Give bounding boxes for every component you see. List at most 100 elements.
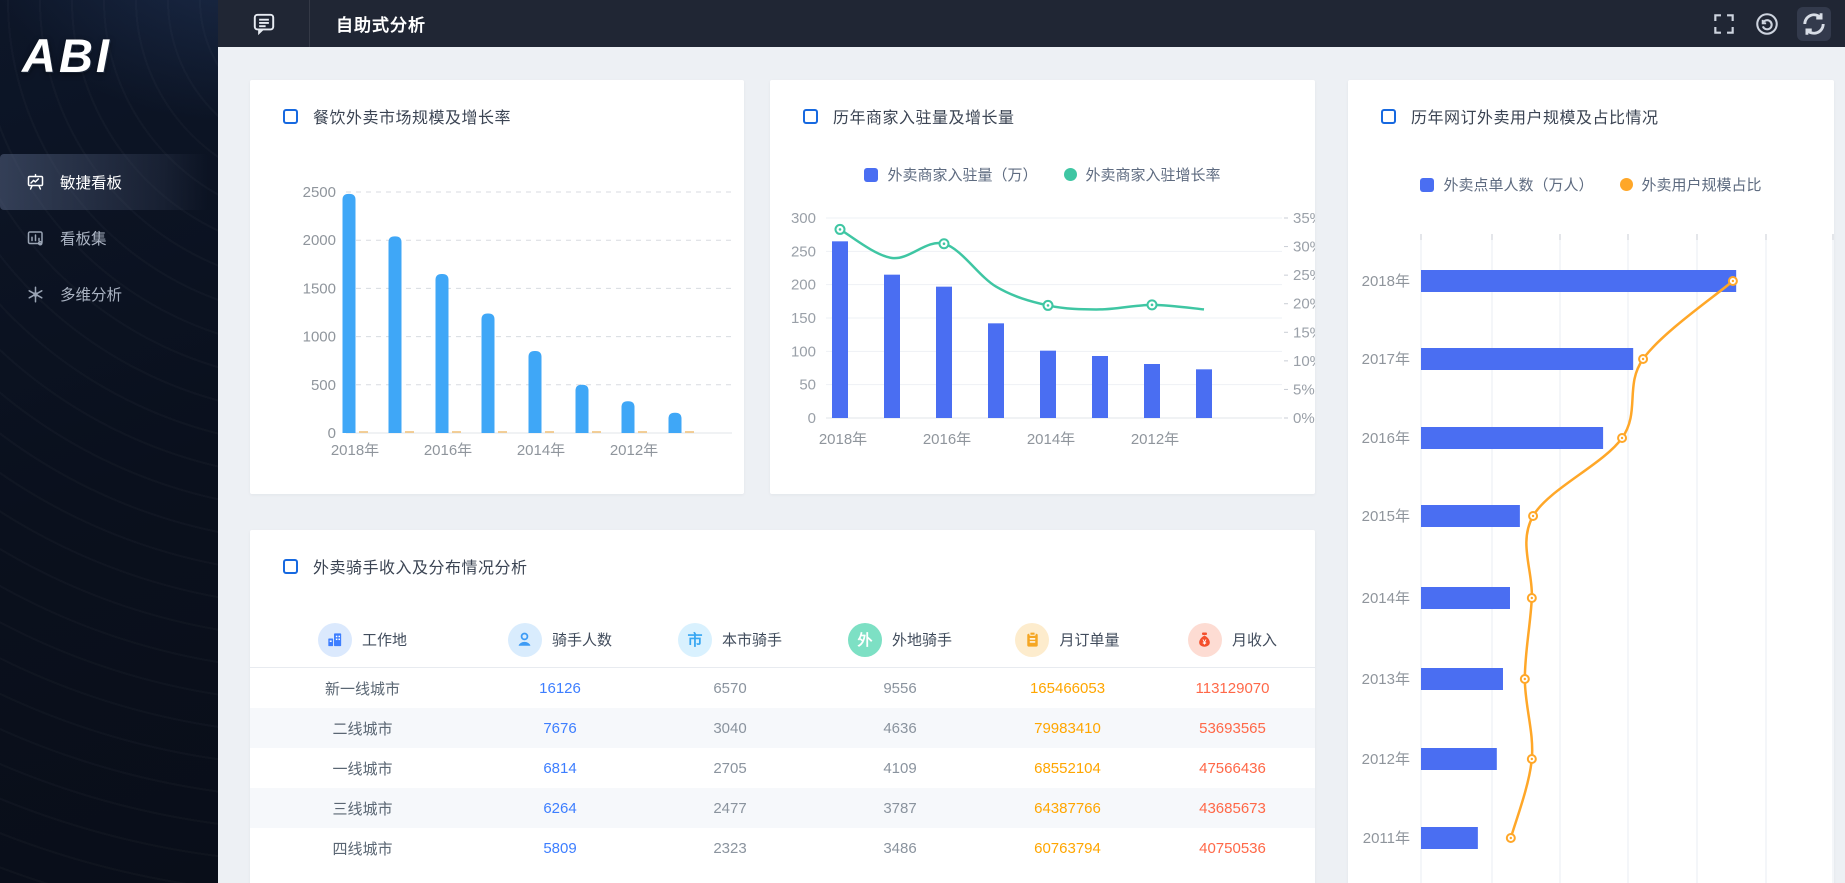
- bar[interactable]: [1144, 364, 1160, 418]
- card-title-row: 餐饮外卖市场规模及增长率: [250, 80, 744, 128]
- bar[interactable]: [1040, 350, 1056, 418]
- axis-label: 2014年: [517, 442, 565, 459]
- chart-checkbox[interactable]: [1381, 108, 1396, 124]
- axis-label: 2016年: [424, 442, 472, 459]
- sidebar-item-agile-board[interactable]: 敏捷看板: [0, 154, 208, 210]
- axis-label: 2016年: [1362, 430, 1410, 447]
- axis-label: 2014年: [1362, 590, 1410, 607]
- line-marker-dot: [1509, 836, 1513, 840]
- legend-item[interactable]: 外卖点单人数（万人）: [1420, 174, 1594, 195]
- axis-label: 2500: [303, 184, 336, 201]
- rider-person-icon: [507, 622, 542, 657]
- axis-label: 2018年: [1362, 273, 1410, 290]
- bar[interactable]: [1196, 369, 1212, 418]
- axis-label: 10%: [1293, 353, 1315, 370]
- axis-label: 2012年: [1362, 751, 1410, 768]
- board-note-icon[interactable]: [251, 11, 277, 37]
- bar[interactable]: [1421, 668, 1503, 690]
- cell-工作地: 新一线城市: [324, 680, 400, 698]
- bar[interactable]: [884, 274, 900, 418]
- bar[interactable]: [1092, 356, 1108, 418]
- axis-label: 2015年: [1362, 508, 1410, 525]
- bar[interactable]: [1421, 748, 1497, 770]
- bar[interactable]: [1421, 270, 1737, 292]
- tiny-secondary-series-mark: [359, 431, 368, 433]
- axis-label: 2018年: [819, 431, 867, 448]
- bar[interactable]: [435, 273, 449, 433]
- axis-label: 100: [791, 343, 816, 360]
- legend-label: 外卖点单人数（万人）: [1443, 177, 1594, 194]
- refresh-icon[interactable]: [1797, 6, 1831, 41]
- user-scale-hbar-chart[interactable]: 2018年 2017年 2016年 2015年 2014年 2013年 2012年 2011年: [1348, 210, 1834, 883]
- column-label: 骑手人数: [551, 632, 612, 649]
- dashboard-canvas: 餐饮外卖市场规模及增长率 2500 2000 1500 1000 500 0 2018年 20…: [218, 47, 1845, 883]
- cell-外地骑手: 3787: [883, 799, 917, 817]
- tiny-secondary-series-mark: [545, 431, 554, 433]
- sidebar-item-label: 敏捷看板: [60, 175, 123, 192]
- bar[interactable]: [1421, 348, 1634, 370]
- agile-board-icon: [26, 173, 45, 192]
- bar[interactable]: [988, 323, 1004, 418]
- tiny-secondary-series-mark: [452, 431, 461, 433]
- cell-工作地: 一线城市: [332, 760, 393, 778]
- bar[interactable]: [481, 313, 495, 433]
- order-clipboard-icon: [1015, 622, 1050, 657]
- bar[interactable]: [1421, 827, 1478, 849]
- legend-item[interactable]: 外卖用户规模占比: [1619, 174, 1762, 195]
- tiny-secondary-series-mark: [498, 431, 507, 433]
- bar[interactable]: [621, 401, 635, 433]
- chart-checkbox[interactable]: [803, 108, 818, 124]
- legend-swatch-square: [1420, 177, 1435, 192]
- card-merchant-growth: 历年商家入驻量及增长量 外卖商家入驻量（万） 外卖商家入驻增长率 0 50 100 15…: [770, 80, 1315, 494]
- chart-checkbox[interactable]: [283, 108, 298, 124]
- line-marker-dot: [942, 242, 946, 246]
- chart-checkbox[interactable]: [283, 558, 298, 574]
- column-label: 月订单量: [1059, 632, 1120, 649]
- axis-label: 30%: [1293, 239, 1315, 256]
- legend-item[interactable]: 外卖商家入驻量（万）: [864, 164, 1038, 185]
- sidebar-item-board-collection[interactable]: 看板集: [0, 210, 218, 266]
- column-header-4: 外 外地骑手: [815, 622, 985, 657]
- cell-工作地: 二线城市: [332, 720, 393, 738]
- sidebar-item-multidim-analysis[interactable]: 多维分析: [0, 266, 218, 322]
- bar[interactable]: [1421, 427, 1604, 449]
- building-icon: [317, 622, 352, 657]
- sidebar: ABI 敏捷看板 看板集 多维分析: [0, 0, 218, 883]
- legend-swatch-dot: [1063, 168, 1077, 181]
- rider-table: 工作地 骑手人数 市 本市骑手 外 外地骑手 月订单量 ¥ 月收入 新一线城市 16126 6570…: [250, 612, 1315, 868]
- column-header-1: 工作地: [250, 622, 475, 657]
- merchant-growth-combo-chart[interactable]: 0 50 100 150 200 250 300 0% 5% 10% 15% 20% 25% 30% 35%…: [770, 200, 1315, 494]
- cell-本市骑手: 2705: [713, 759, 747, 777]
- undo-icon[interactable]: [1754, 11, 1780, 37]
- axis-label: 500: [311, 377, 336, 394]
- column-header-6: ¥ 月收入: [1150, 622, 1315, 657]
- axis-label: 2016年: [923, 431, 971, 448]
- cell-本市骑手: 2477: [713, 799, 747, 817]
- fullscreen-icon[interactable]: [1711, 11, 1737, 37]
- bar[interactable]: [342, 193, 356, 433]
- table-row: 四线城市 5809 2323 3486 60763794 40750536: [250, 828, 1315, 868]
- column-header-5: 月订单量: [985, 622, 1150, 657]
- axis-label: 0: [328, 425, 336, 442]
- axis-label: 35%: [1293, 210, 1315, 227]
- bar[interactable]: [1421, 587, 1510, 609]
- line-marker-dot: [1530, 757, 1534, 761]
- table-row: 二线城市 7676 3040 4636 79983410 53693565: [250, 708, 1315, 748]
- legend-item[interactable]: 外卖商家入驻增长率: [1063, 164, 1221, 185]
- bar[interactable]: [528, 351, 542, 433]
- axis-label: 25%: [1293, 267, 1315, 284]
- axis-label: 20%: [1293, 296, 1315, 313]
- axis-label: 1500: [303, 280, 336, 297]
- cell-月收入: 47566436: [1199, 759, 1266, 777]
- line-marker-dot: [1620, 436, 1624, 440]
- bar[interactable]: [388, 236, 402, 433]
- bar[interactable]: [668, 412, 682, 433]
- bar[interactable]: [575, 384, 589, 433]
- cell-月收入: 43685673: [1199, 799, 1266, 817]
- bar[interactable]: [832, 241, 848, 418]
- cell-骑手人数: 7676: [543, 719, 577, 737]
- bar[interactable]: [1421, 505, 1520, 527]
- bar[interactable]: [936, 286, 952, 418]
